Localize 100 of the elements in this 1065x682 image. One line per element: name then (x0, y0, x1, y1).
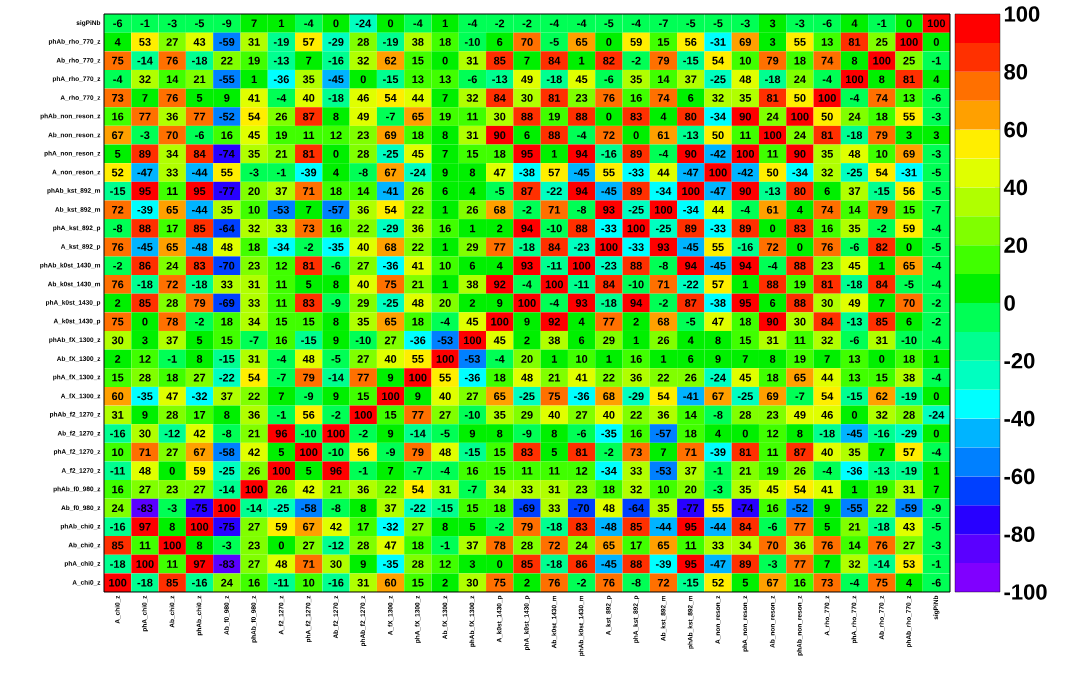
data-label: 54 (248, 112, 261, 121)
data-label: 32 (821, 336, 833, 345)
data-label: -25 (628, 205, 644, 214)
data-label: 94 (575, 187, 588, 196)
data-label: 8 (196, 355, 203, 363)
data-label: 7 (142, 94, 148, 102)
data-label: 1 (551, 150, 558, 158)
data-label: 7 (306, 56, 312, 65)
data-label: 74 (876, 94, 888, 102)
data-label: 8 (333, 280, 339, 289)
data-label: 7 (306, 206, 312, 214)
data-label: 89 (739, 224, 752, 233)
data-label: -44 (710, 522, 726, 531)
data-label: -18 (110, 560, 126, 568)
data-label: 60 (111, 392, 124, 401)
data-label: -5 (331, 355, 341, 363)
data-label: 19 (548, 112, 560, 121)
data-label: -7 (467, 485, 477, 494)
data-label: -22 (219, 373, 235, 382)
data-label: 25 (876, 38, 888, 46)
data-label: -7 (249, 336, 259, 345)
data-label: 90 (739, 187, 751, 196)
data-label: 89 (630, 187, 642, 196)
data-label: -29 (628, 392, 644, 401)
data-label: 0 (142, 317, 148, 326)
data-label: -45 (574, 168, 590, 177)
data-label: 100 (846, 75, 864, 84)
data-label: -2 (195, 317, 204, 326)
data-label: 28 (739, 410, 752, 419)
data-label: -34 (601, 466, 617, 475)
data-label: -4 (440, 467, 450, 475)
data-label: 83 (521, 448, 533, 457)
data-label: 37 (466, 541, 479, 550)
data-label: 14 (849, 541, 861, 550)
data-label: 1 (442, 280, 448, 289)
data-label: 10 (576, 355, 588, 363)
data-label: 77 (494, 243, 506, 251)
data-label: -5 (686, 19, 696, 28)
data-label: 6 (578, 336, 585, 345)
data-label: -4 (113, 75, 123, 84)
data-label: 36 (411, 224, 424, 233)
data-label: 15 (412, 56, 424, 65)
data-label: 100 (600, 243, 618, 251)
data-label: 9 (387, 429, 394, 438)
data-label: -33 (628, 243, 644, 251)
data-label: 87 (794, 448, 806, 457)
data-label: 90 (739, 112, 751, 121)
data-label: 0 (933, 392, 939, 401)
data-label: 3 (769, 38, 776, 46)
data-label: -16 (192, 578, 208, 587)
data-label: 31 (466, 131, 479, 140)
data-label: 29 (357, 299, 369, 307)
data-label: -5 (604, 19, 614, 28)
data-label: 77 (794, 560, 806, 568)
data-label: -39 (301, 168, 317, 177)
data-label: 72 (766, 243, 779, 251)
data-label: -11 (547, 261, 562, 270)
data-label: 55 (603, 168, 615, 177)
data-label: -18 (546, 560, 562, 568)
data-label: -3 (931, 149, 941, 158)
data-label: 17 (630, 541, 642, 550)
data-label: 8 (169, 522, 175, 531)
data-label: -16 (601, 149, 617, 158)
data-label: 10 (739, 56, 751, 65)
data-label: 33 (548, 504, 561, 512)
data-label: 0 (797, 243, 803, 251)
data-label: -47 (710, 560, 726, 568)
data-label: 87 (302, 112, 315, 121)
data-label: 14 (166, 75, 179, 84)
data-label: 49 (793, 410, 806, 419)
data-label: 52 (111, 168, 124, 177)
data-label: 6 (688, 355, 694, 363)
data-label: -13 (683, 131, 699, 140)
data-label: 11 (521, 467, 533, 475)
data-label: 88 (766, 280, 779, 289)
data-label: 79 (766, 56, 779, 65)
data-label: 88 (521, 112, 533, 121)
data-label: -14 (328, 373, 344, 382)
data-label: 81 (302, 149, 315, 158)
data-label: 79 (521, 522, 533, 531)
data-label: -18 (874, 522, 890, 531)
data-label: 81 (575, 448, 588, 457)
data-label: 20 (521, 355, 533, 363)
data-label: -10 (546, 224, 562, 233)
data-label: 32 (466, 94, 479, 102)
data-label: 2 (114, 299, 121, 307)
data-label: 100 (272, 466, 291, 475)
data-label: 28 (139, 373, 151, 382)
data-label: 5 (551, 448, 558, 456)
color-bar-label: 100 (1004, 6, 1040, 22)
data-label: -59 (219, 38, 235, 46)
data-label: -83 (137, 504, 153, 512)
data-label: -10 (628, 280, 644, 289)
data-label: 95 (685, 522, 697, 531)
data-label: 8 (333, 112, 339, 121)
data-label: 4 (496, 261, 503, 270)
data-label: -44 (192, 168, 208, 177)
data-label: 9 (224, 94, 230, 102)
data-label: 33 (220, 280, 233, 289)
data-label: -64 (628, 504, 645, 512)
